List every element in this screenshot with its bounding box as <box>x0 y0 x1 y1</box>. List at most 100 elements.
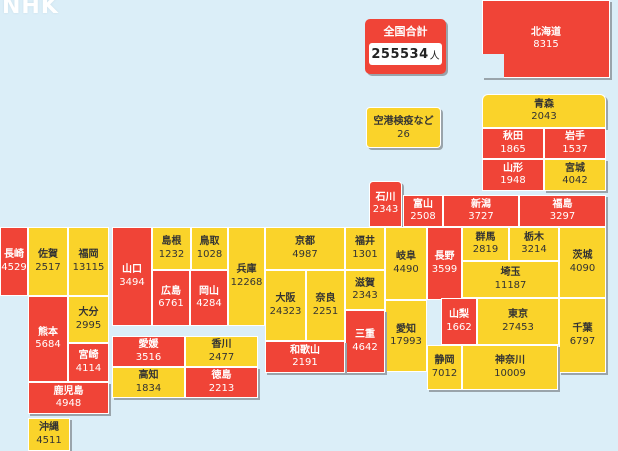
prefecture-name: 栃木 <box>524 231 544 243</box>
prefecture-name: 大分 <box>78 307 99 318</box>
prefecture-tile-kagoshima[interactable]: 鹿児島 4948 <box>28 382 109 414</box>
prefecture-name: 鹿児島 <box>53 385 84 397</box>
airport-quarantine-box[interactable]: 空港検疫など 26 <box>366 107 441 148</box>
prefecture-tile-niigata[interactable]: 新潟 3727 <box>443 195 519 227</box>
prefecture-tile-ehime[interactable]: 愛媛 3516 <box>112 336 185 367</box>
airport-quarantine-label: 空港検疫など <box>373 115 434 127</box>
prefecture-count: 4090 <box>569 262 596 274</box>
prefecture-count: 4987 <box>292 248 318 260</box>
prefecture-name: 青森 <box>534 98 554 110</box>
national-total-value: 255534 <box>371 46 429 62</box>
prefecture-tile-ishikawa[interactable]: 石川 2343 <box>369 181 402 227</box>
prefecture-count: 24323 <box>269 305 302 317</box>
prefecture-tile-akita[interactable]: 秋田 1865 <box>482 128 544 159</box>
national-total-panel: 全国合計 255534 人 <box>365 19 446 74</box>
prefecture-tile-shizuoka[interactable]: 静岡 7012 <box>427 345 462 390</box>
prefecture-name: 秋田 <box>503 131 523 142</box>
prefecture-tile-tokushima[interactable]: 徳島 2213 <box>185 367 258 398</box>
prefecture-tile-hiroshima[interactable]: 広島 6761 <box>152 270 190 326</box>
prefecture-tile-miyagi[interactable]: 宮城 4042 <box>544 159 606 191</box>
prefecture-count: 4042 <box>562 175 588 186</box>
prefecture-tile-yamaguchi[interactable]: 山口 3494 <box>112 227 152 326</box>
prefecture-tile-fukuoka[interactable]: 福岡 13115 <box>68 227 109 296</box>
prefecture-tile-osaka[interactable]: 大阪 24323 <box>265 270 306 341</box>
prefecture-tile-yamanashi[interactable]: 山梨 1662 <box>441 298 477 345</box>
prefecture-tile-mie[interactable]: 三重 4642 <box>345 310 385 373</box>
prefecture-count: 4642 <box>352 341 378 353</box>
prefecture-name: 和歌山 <box>290 344 320 356</box>
prefecture-name: 広島 <box>161 285 181 297</box>
prefecture-tile-aichi[interactable]: 愛知 17993 <box>385 300 427 372</box>
prefecture-count: 1537 <box>562 143 588 155</box>
prefecture-tile-tokyo[interactable]: 東京 27453 <box>477 298 559 345</box>
prefecture-count: 1662 <box>446 321 472 333</box>
prefecture-name: 新潟 <box>471 198 491 210</box>
prefecture-count: 2251 <box>312 305 339 317</box>
prefecture-tile-toyama[interactable]: 富山 2508 <box>403 195 443 227</box>
prefecture-name: 千葉 <box>572 323 593 334</box>
prefecture-tile-nara[interactable]: 奈良 2251 <box>306 270 345 341</box>
prefecture-count: 17993 <box>390 336 422 347</box>
prefecture-tile-okinawa[interactable]: 沖縄 4511 <box>28 418 70 451</box>
prefecture-count: 1232 <box>158 248 185 260</box>
prefecture-tile-kagawa[interactable]: 香川 2477 <box>185 336 258 367</box>
prefecture-tile-chiba[interactable]: 千葉 6797 <box>559 298 606 373</box>
prefecture-tile-fukushima[interactable]: 福島 3297 <box>519 195 606 227</box>
airport-quarantine-count: 26 <box>397 128 410 140</box>
prefecture-count: 4114 <box>75 362 102 374</box>
prefecture-count: 3599 <box>431 263 458 275</box>
prefecture-name: 滋賀 <box>355 277 375 289</box>
prefecture-count: 4529 <box>1 261 27 273</box>
prefecture-name: 京都 <box>295 236 315 247</box>
prefecture-tile-saitama[interactable]: 埼玉 11187 <box>462 261 559 298</box>
prefecture-tile-nagano[interactable]: 長野 3599 <box>427 227 462 300</box>
prefecture-count: 1834 <box>135 382 162 394</box>
prefecture-tile-oita[interactable]: 大分 2995 <box>68 296 109 343</box>
prefecture-name: 岡山 <box>199 285 219 297</box>
prefecture-tile-kyoto[interactable]: 京都 4987 <box>265 227 345 270</box>
prefecture-name: 群馬 <box>475 231 496 243</box>
prefecture-tile-hyogo[interactable]: 兵庫 12268 <box>228 227 265 326</box>
prefecture-tile-kanagawa[interactable]: 神奈川 10009 <box>462 345 558 390</box>
prefecture-tile-shiga[interactable]: 滋賀 2343 <box>345 270 385 310</box>
prefecture-tile-iwate[interactable]: 岩手 1537 <box>544 128 606 159</box>
prefecture-tile-nagasaki[interactable]: 長崎 4529 <box>0 227 28 296</box>
prefecture-tile-fukui[interactable]: 福井 1301 <box>345 227 385 270</box>
prefecture-count: 1865 <box>500 143 526 155</box>
prefecture-name: 兵庫 <box>236 264 257 275</box>
prefecture-name: 大阪 <box>275 293 296 304</box>
prefecture-tile-miyazaki[interactable]: 宮崎 4114 <box>68 343 109 382</box>
prefecture-tile-ibaraki[interactable]: 茨城 4090 <box>559 227 606 298</box>
prefecture-count: 2213 <box>208 382 235 394</box>
prefecture-count: 2191 <box>292 357 318 368</box>
prefecture-count: 3214 <box>521 244 547 255</box>
prefecture-tile-shimane[interactable]: 島根 1232 <box>152 227 191 270</box>
prefecture-tile-kochi[interactable]: 高知 1834 <box>112 367 185 398</box>
prefecture-tile-tochigi[interactable]: 栃木 3214 <box>509 227 559 261</box>
prefecture-tile-yamagata[interactable]: 山形 1948 <box>482 159 544 191</box>
prefecture-name: 沖縄 <box>39 422 59 433</box>
prefecture-count: 2477 <box>208 351 235 363</box>
prefecture-tile-okayama[interactable]: 岡山 4284 <box>190 270 228 326</box>
prefecture-tile-saga[interactable]: 佐賀 2517 <box>28 227 68 296</box>
prefecture-name: 長野 <box>434 251 455 262</box>
prefecture-name: 山口 <box>122 264 142 275</box>
national-total-unit: 人 <box>429 50 440 62</box>
prefecture-tile-gunma[interactable]: 群馬 2819 <box>462 227 509 261</box>
national-total-box: 255534 人 <box>369 43 442 65</box>
prefecture-name: 福島 <box>552 198 573 210</box>
prefecture-tile-gifu[interactable]: 岐阜 4490 <box>385 227 427 300</box>
prefecture-tile-kumamoto[interactable]: 熊本 5684 <box>28 296 68 382</box>
prefecture-tile-aomori[interactable]: 青森 2043 <box>482 94 606 128</box>
prefecture-name: 高知 <box>138 370 159 381</box>
prefecture-count: 3494 <box>119 276 145 288</box>
prefecture-name: 愛媛 <box>138 339 159 350</box>
prefecture-count: 5684 <box>35 339 61 350</box>
prefecture-name: 富山 <box>413 198 433 210</box>
prefecture-count: 3516 <box>135 351 162 363</box>
prefecture-tile-wakayama[interactable]: 和歌山 2191 <box>265 341 345 373</box>
prefecture-name: 福岡 <box>78 249 99 260</box>
prefecture-name: 愛知 <box>396 323 416 335</box>
prefecture-tile-tottori[interactable]: 鳥取 1028 <box>191 227 228 270</box>
prefecture-name: 茨城 <box>572 250 593 261</box>
